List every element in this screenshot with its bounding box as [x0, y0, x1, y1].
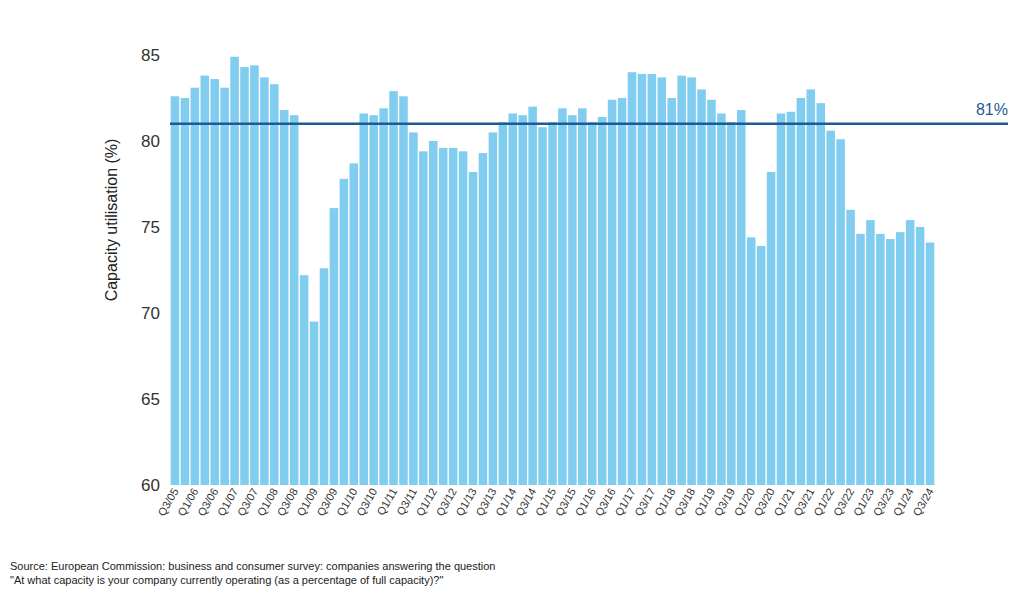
bar [558, 108, 567, 485]
bar [181, 98, 190, 485]
bar [876, 234, 885, 485]
bar [568, 115, 577, 485]
bar [350, 163, 359, 485]
bar [439, 148, 448, 485]
bar [618, 98, 627, 485]
bar [399, 96, 408, 485]
reference-line [170, 123, 1008, 126]
bar [816, 103, 825, 485]
bar [230, 57, 239, 485]
bar [658, 77, 667, 485]
bar [638, 74, 647, 485]
bar [359, 113, 368, 485]
bar [807, 89, 816, 485]
bar [320, 268, 329, 485]
bars [171, 57, 935, 485]
bar [210, 79, 219, 485]
bar [290, 115, 299, 485]
y-tick-label: 75 [141, 218, 160, 237]
bar [240, 67, 249, 485]
bar [588, 122, 597, 485]
chart: 606570758085Capacity utilisation (%)Q3/0… [0, 0, 1024, 603]
bar [896, 232, 905, 485]
bar [379, 108, 388, 485]
bar [548, 122, 557, 485]
bar [767, 172, 776, 485]
bar [250, 65, 259, 485]
bar [886, 239, 895, 485]
bar [518, 115, 527, 485]
bar [598, 117, 607, 485]
bar [757, 246, 766, 485]
bar [608, 100, 617, 485]
y-axis-title: Capacity utilisation (%) [103, 139, 120, 302]
bar [578, 108, 587, 485]
bar [707, 100, 716, 485]
bar [777, 113, 786, 485]
bar [747, 237, 756, 485]
bar [191, 88, 200, 485]
bar [340, 179, 349, 485]
bar [797, 98, 806, 485]
bar [826, 131, 835, 485]
bar [280, 110, 289, 485]
bar [916, 227, 925, 485]
bar [787, 112, 796, 485]
bar [906, 220, 915, 485]
bar [479, 153, 488, 485]
bar [499, 122, 508, 485]
bar [449, 148, 458, 485]
bar [459, 151, 468, 485]
bar [648, 74, 657, 485]
bar [389, 91, 398, 485]
bar [270, 84, 279, 485]
reference-label: 81% [976, 101, 1008, 118]
x-tick-label: Q3/10 [354, 486, 379, 518]
bar [260, 77, 269, 485]
y-tick-label: 60 [141, 476, 160, 495]
bar [220, 88, 229, 485]
bar [300, 275, 309, 485]
bar [469, 172, 478, 485]
source-note: "At what capacity is your company curren… [10, 574, 443, 586]
bar [697, 89, 706, 485]
bar [727, 122, 736, 485]
bar [667, 98, 676, 485]
y-tick-label: 85 [141, 46, 160, 65]
bar [846, 210, 855, 485]
bar [677, 76, 686, 485]
bar [926, 242, 935, 485]
bar [836, 139, 845, 485]
bar [538, 127, 547, 485]
bar [429, 141, 438, 485]
bar [717, 113, 726, 485]
bar [866, 220, 875, 485]
bar [687, 77, 696, 485]
bar [369, 115, 378, 485]
bar [737, 110, 746, 485]
bar [628, 72, 637, 485]
bar [528, 107, 537, 485]
y-tick-label: 65 [141, 390, 160, 409]
bar [856, 234, 865, 485]
bar [489, 132, 498, 485]
source-note: Source: European Commission: business an… [10, 560, 495, 572]
bar [409, 132, 418, 485]
bar [419, 151, 428, 485]
bar [171, 96, 180, 485]
bar [201, 76, 210, 485]
y-tick-label: 70 [141, 304, 160, 323]
bar [310, 322, 319, 485]
x-tick-label: Q3/24 [910, 486, 935, 518]
y-tick-label: 80 [141, 132, 160, 151]
bar [508, 113, 517, 485]
bar [330, 208, 339, 485]
